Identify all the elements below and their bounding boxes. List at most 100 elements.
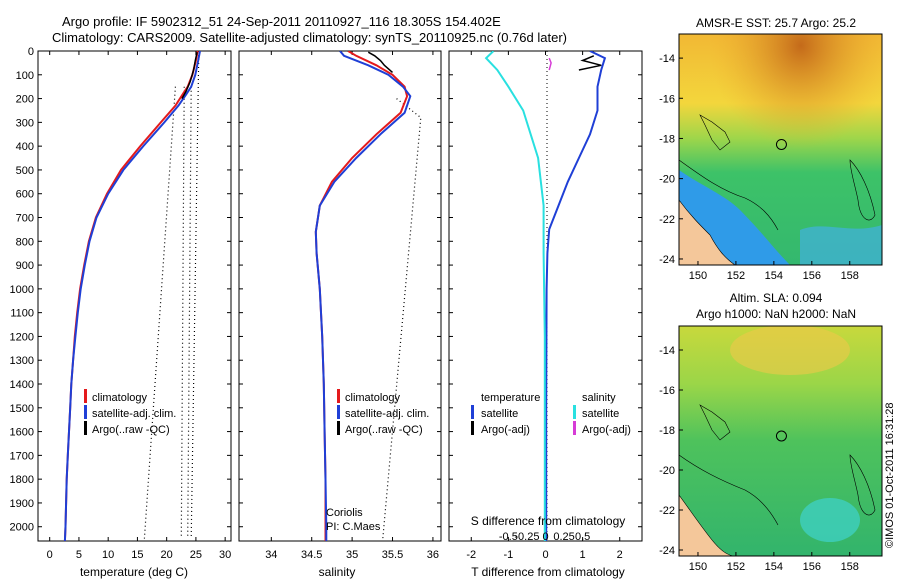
- x-tick-label: -1: [503, 549, 513, 561]
- x-tick-label: 34.5: [301, 549, 322, 561]
- sla-reef-contour: [849, 454, 876, 516]
- legend-swatch-argo: [337, 421, 340, 435]
- map-y-tick-label: -18: [659, 425, 675, 437]
- series-line-satellite-adj-clim-: [314, 51, 412, 541]
- data-center-note: Coriolis: [326, 507, 363, 519]
- salinity-depth-ticks: [239, 50, 441, 528]
- sst-map-title: AMSR-E SST: 25.7 Argo: 25.2: [696, 16, 856, 30]
- map-y-tick-label: -24: [659, 254, 675, 266]
- legend-swatch-climatology: [337, 389, 340, 403]
- x-tick-label: 25: [190, 549, 202, 561]
- sla-low-region: [800, 498, 860, 542]
- envelope-line: [187, 86, 192, 539]
- depth-tick-label: 200: [16, 94, 34, 106]
- x-tick-label: 1: [580, 549, 586, 561]
- depth-tick-label: 700: [16, 213, 34, 225]
- map-y-tick-label: -24: [659, 545, 675, 557]
- depth-tick-label: 2000: [10, 522, 34, 534]
- t-difference-label: T difference from climatology: [471, 565, 625, 579]
- s-difference-label: S difference from climatology: [471, 514, 626, 528]
- map-x-tick-label: 154: [765, 561, 783, 573]
- salinity-legend: climatology satellite-adj. clim. Argo(..…: [337, 389, 429, 436]
- sla-contour: [679, 454, 779, 526]
- sla-map-subtitle: Argo h1000: NaN h2000: NaN: [696, 307, 856, 321]
- depth-tick-label: 0: [28, 46, 34, 58]
- legend-swatch-temp-argo: [471, 421, 474, 435]
- imos-credit: ©IMOS 01-Oct-2011 16:31:28: [884, 403, 896, 548]
- x-tick-label: 5: [76, 549, 82, 561]
- depth-tick-label: 600: [16, 189, 34, 201]
- depth-tick-label: 1700: [10, 450, 34, 462]
- map-y-tick-label: -18: [659, 133, 675, 145]
- map-y-tick-label: -20: [659, 465, 675, 477]
- map-x-tick-label: 156: [803, 561, 821, 573]
- x-tick-label: 34: [265, 549, 277, 561]
- depth-tick-label: 400: [16, 141, 34, 153]
- map-x-tick-label: 152: [727, 561, 745, 573]
- depth-tick-label: 1300: [10, 355, 34, 367]
- legend-label-temp-satellite: satellite: [481, 408, 518, 420]
- s-tick-label: 0.25: [553, 531, 574, 543]
- legend-swatch-argo: [84, 421, 87, 435]
- legend-label-satellite: satellite-adj. clim.: [92, 408, 176, 420]
- map-y-tick-label: -22: [659, 214, 675, 226]
- legend-swatch-climatology: [84, 389, 87, 403]
- legend-title-temperature: temperature: [481, 392, 540, 404]
- difference-x-ticks: -2 -1 0 1 2: [466, 51, 623, 561]
- sla-map-ticks: 150 152 154 156 158 -14 -16 -18 -20 -22 -24: [659, 345, 859, 573]
- salinity-x-ticks: 34 34.5 35 35.5 36: [265, 51, 439, 561]
- sst-map: AMSR-E SST: 25.7 Argo: 25.2 150 152 154 156…: [659, 16, 883, 282]
- depth-tick-label: 800: [16, 236, 34, 248]
- sst-reef-contour: [849, 159, 876, 221]
- map-y-tick-label: -22: [659, 505, 675, 517]
- legend-label-climatology: climatology: [345, 392, 401, 404]
- map-y-tick-label: -14: [659, 345, 675, 357]
- legend-swatch-sal-argo: [573, 421, 576, 435]
- temperature-x-label: temperature (deg C): [80, 565, 188, 579]
- legend-swatch-sal-satellite: [573, 405, 576, 419]
- map-x-tick-label: 150: [689, 561, 707, 573]
- depth-tick-label: 1600: [10, 427, 34, 439]
- temperature-envelope-lines: [143, 51, 200, 539]
- depth-tick-label: 1100: [10, 308, 34, 320]
- sla-reef-contour-2: [699, 404, 731, 441]
- depth-tick-label: 900: [16, 260, 34, 272]
- s-tick-label: -0.25: [514, 531, 539, 543]
- depth-tick-label: 1000: [10, 284, 34, 296]
- envelope-line: [382, 98, 422, 539]
- legend-title-salinity: salinity: [582, 392, 616, 404]
- x-tick-label: -2: [466, 549, 476, 561]
- x-tick-label: 35.5: [382, 549, 403, 561]
- map-y-tick-label: -14: [659, 53, 675, 65]
- difference-legend: temperature satellite Argo(-adj) salinit…: [471, 392, 631, 436]
- sst-land: [679, 199, 736, 265]
- sla-map-frame: [678, 325, 883, 557]
- sla-map-title: Altim. SLA: 0.094: [730, 291, 823, 305]
- salinity-axes: [238, 50, 442, 542]
- legend-label-sal-satellite: satellite: [582, 408, 619, 420]
- series-line-temperature-argo-adj-: [578, 55, 602, 71]
- x-tick-label: 2: [617, 549, 623, 561]
- map-y-tick-label: -16: [659, 385, 675, 397]
- map-x-tick-label: 154: [765, 270, 783, 282]
- map-x-tick-label: 156: [803, 270, 821, 282]
- temperature-series: [63, 51, 201, 541]
- legend-label-temp-argo: Argo(-adj): [481, 424, 530, 436]
- x-tick-label: 0: [542, 549, 548, 561]
- difference-series: [484, 51, 607, 541]
- depth-tick-label: 1400: [10, 379, 34, 391]
- sst-contour: [679, 159, 779, 231]
- depth-axis-ticks: 0 100 200 300 400 500 600 700 800 900 1000 1100 1200…: [10, 46, 231, 534]
- s-tick-label: 0.5: [575, 531, 590, 543]
- x-tick-label: 36: [427, 549, 439, 561]
- series-line-salinity-argo-adj-: [548, 57, 552, 71]
- map-x-tick-label: 158: [841, 561, 859, 573]
- x-tick-label: 35: [346, 549, 358, 561]
- temperature-panel: 0100200300400500600700800900100011001200…: [10, 46, 232, 579]
- salinity-envelope-lines: [382, 98, 422, 539]
- s-difference-ticks: -0.5-0.25 0 0.25 0.5: [499, 531, 590, 543]
- salinity-series: [314, 51, 412, 541]
- temperature-x-ticks: 0 5 10 15 20 25 30: [47, 51, 231, 561]
- legend-label-climatology: climatology: [92, 392, 148, 404]
- difference-depth-ticks: [449, 50, 642, 528]
